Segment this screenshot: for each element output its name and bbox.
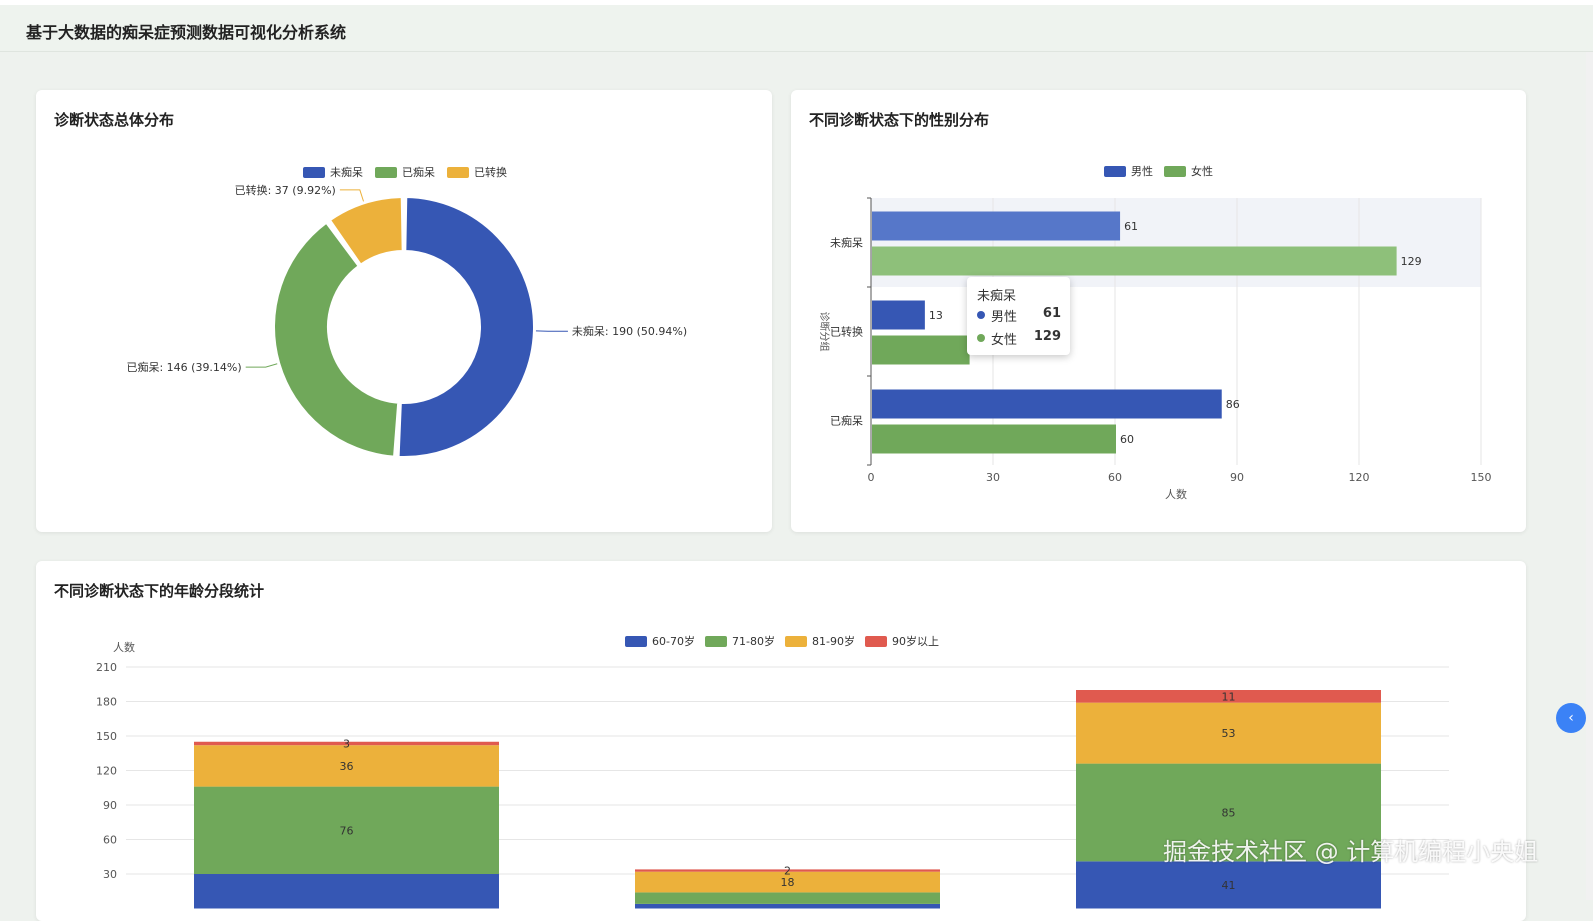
bar: [872, 247, 1397, 276]
bar-value-label: 11: [1222, 690, 1236, 703]
bar-value-label: 2: [784, 865, 791, 878]
y-axis-title: 诊断分组: [818, 312, 831, 352]
bar: [872, 301, 925, 330]
y-tick-label: 210: [96, 661, 117, 674]
bar-value-label: 53: [1222, 727, 1236, 740]
bar: [872, 390, 1222, 419]
bar-segment: [635, 904, 940, 909]
y-tick-label: 60: [103, 834, 117, 847]
x-axis-title: 人数: [1165, 488, 1187, 501]
series-dot-icon: [977, 311, 985, 319]
scrollbar[interactable]: [1586, 52, 1593, 900]
bar-value-label: 86: [1226, 398, 1240, 411]
watermark-text: 掘金技术社区 @ 计算机编程小央姐: [1163, 832, 1538, 867]
pie-slice: [274, 223, 398, 457]
page-title: 基于大数据的痴呆症预测数据可视化分析系统: [26, 19, 346, 43]
y-axis-title: 人数: [113, 641, 135, 654]
legend-label: 未痴呆: [330, 165, 363, 179]
bar: [872, 212, 1120, 241]
bar-value-label: 41: [1222, 879, 1236, 892]
legend-label: 90岁以上: [892, 634, 939, 648]
pie-slice-label: 未痴呆: 190 (50.94%): [572, 324, 687, 338]
tooltip-row-male: 男性 61: [977, 306, 1061, 324]
bar-segment: [635, 892, 940, 904]
x-tick-label: 60: [1108, 471, 1122, 484]
pie-slice-label: 已痴呆: 146 (39.14%): [126, 360, 241, 374]
chart-tooltip: 未痴呆 男性 61 女性 129: [967, 277, 1070, 355]
pie-slice-label: 已转换: 37 (9.92%): [235, 183, 336, 197]
legend-swatch: [865, 636, 887, 647]
pie-label-line: [340, 190, 364, 201]
y-tick-label: 120: [96, 765, 117, 778]
bar-value-label: 36: [340, 760, 354, 773]
legend-swatch: [705, 636, 727, 647]
x-tick-label: 90: [1230, 471, 1244, 484]
pie-card: 诊断状态总体分布 未痴呆已痴呆已转换未痴呆: 190 (50.94%)已痴呆: …: [36, 90, 772, 532]
y-category-label: 已转换: [830, 325, 863, 339]
legend-label: 男性: [1131, 164, 1153, 178]
y-category-label: 已痴呆: [830, 414, 863, 428]
app-header: 基于大数据的痴呆症预测数据可视化分析系统: [0, 0, 1593, 52]
legend-swatch: [447, 167, 469, 178]
bar-value-label: 129: [1401, 255, 1422, 268]
tooltip-row-value: 61: [1043, 306, 1061, 321]
legend-label: 女性: [1191, 164, 1213, 178]
pie-label-line: [246, 364, 278, 367]
y-tick-label: 30: [103, 868, 117, 881]
bar: [872, 425, 1116, 454]
legend-swatch: [375, 167, 397, 178]
legend-swatch: [1104, 166, 1126, 177]
tooltip-row-value: 129: [1034, 329, 1061, 344]
x-tick-label: 150: [1471, 471, 1492, 484]
x-tick-label: 0: [868, 471, 875, 484]
tooltip-row-name: 女性: [991, 329, 1017, 348]
legend-label: 81-90岁: [812, 634, 855, 648]
tooltip-row-name: 男性: [991, 306, 1017, 325]
bar-value-label: 13: [929, 309, 943, 322]
pie-slice: [399, 197, 534, 457]
tooltip-title: 未痴呆: [977, 285, 1016, 304]
legend-swatch: [785, 636, 807, 647]
legend-swatch: [303, 167, 325, 178]
y-tick-label: 90: [103, 799, 117, 812]
bar-value-label: 18: [781, 876, 795, 889]
y-category-label: 未痴呆: [830, 236, 863, 250]
tooltip-row-female: 女性 129: [977, 329, 1061, 347]
legend-label: 60-70岁: [652, 634, 695, 648]
bar-value-label: 76: [340, 824, 354, 837]
chevron-left-icon[interactable]: ‹: [1556, 703, 1586, 733]
bar-segment: [194, 874, 499, 909]
legend-label: 已痴呆: [402, 165, 435, 179]
bar: [872, 336, 970, 365]
bar-value-label: 61: [1124, 220, 1138, 233]
y-tick-label: 180: [96, 696, 117, 709]
series-dot-icon: [977, 334, 985, 342]
legend-swatch: [1164, 166, 1186, 177]
x-tick-label: 30: [986, 471, 1000, 484]
x-tick-label: 120: [1349, 471, 1370, 484]
bar-value-label: 85: [1222, 806, 1236, 819]
legend-label: 已转换: [474, 165, 507, 179]
legend-label: 71-80岁: [732, 634, 775, 648]
bar-value-label: 60: [1120, 433, 1134, 446]
bar-value-label: 3: [343, 737, 350, 750]
y-tick-label: 150: [96, 730, 117, 743]
legend-swatch: [625, 636, 647, 647]
